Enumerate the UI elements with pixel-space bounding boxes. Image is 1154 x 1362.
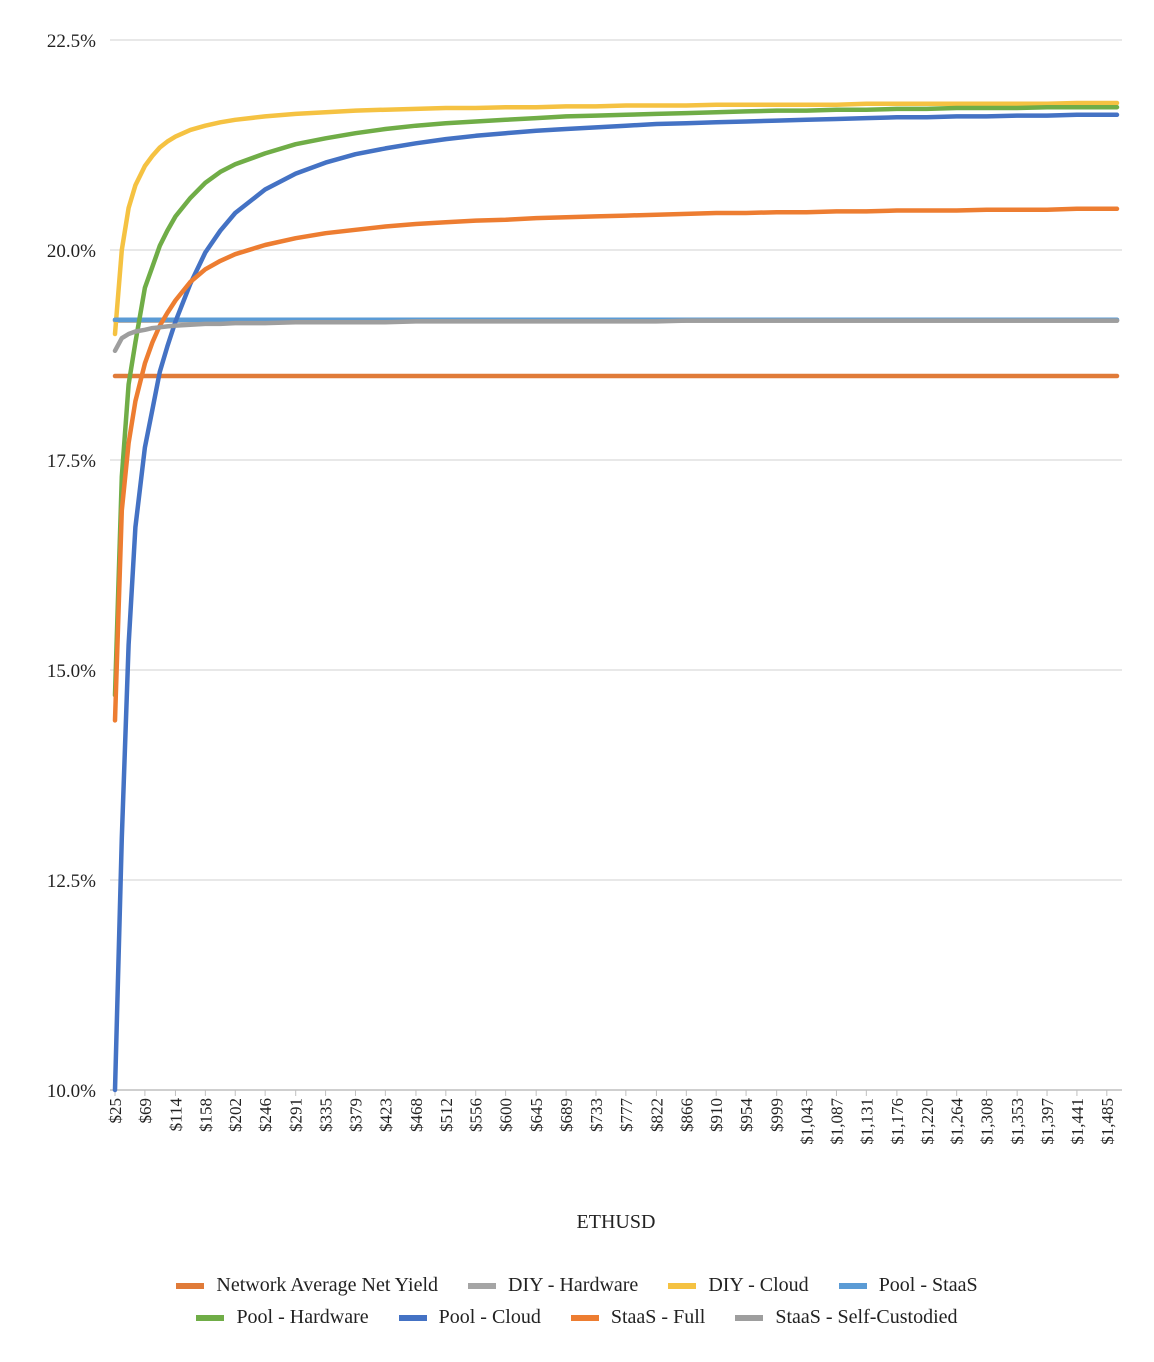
x-tick-label: $645 bbox=[527, 1098, 546, 1132]
x-tick-label: $1,353 bbox=[1008, 1098, 1027, 1145]
series-line-diy-cloud bbox=[112, 100, 1120, 337]
legend-swatch bbox=[570, 1314, 599, 1321]
legend-swatch bbox=[668, 1282, 697, 1289]
legend-label: DIY - Cloud bbox=[708, 1274, 809, 1296]
x-tick-label: $379 bbox=[346, 1098, 365, 1132]
y-axis-ticks: 10.0% 12.5% 15.0% 17.5% 20.0% 22.5% bbox=[47, 31, 96, 1102]
legend-item: StaaS - Self-Custodied bbox=[735, 1306, 958, 1329]
legend-swatch bbox=[176, 1282, 205, 1289]
x-tick-label: $202 bbox=[226, 1098, 245, 1132]
y-tick-label: 22.5% bbox=[47, 31, 96, 52]
x-tick-label: $246 bbox=[256, 1098, 275, 1132]
legend-item: Network Average Net Yield bbox=[176, 1274, 438, 1297]
legend-swatch bbox=[468, 1282, 496, 1289]
y-tick-label: 20.0% bbox=[47, 241, 96, 262]
legend-label: DIY - Hardware bbox=[508, 1274, 639, 1296]
x-axis-ticks: $25 $69 $114 $158 $202 $246 $291 $335 $379 $423 $4… bbox=[106, 1090, 1117, 1145]
x-tick-label: $1,441 bbox=[1068, 1098, 1087, 1145]
legend-item: Pool - Cloud bbox=[398, 1306, 541, 1329]
line-chart: 10.0% 12.5% 15.0% 17.5% 20.0% 22.5% $25 $69 $11… bbox=[47, 31, 1122, 1233]
legend-label: StaaS - Self-Custodied bbox=[775, 1306, 958, 1328]
x-tick-label: $468 bbox=[407, 1098, 426, 1132]
x-tick-label: $335 bbox=[317, 1098, 336, 1132]
x-tick-label: $512 bbox=[437, 1098, 456, 1132]
x-tick-label: $822 bbox=[647, 1098, 666, 1132]
legend-label: Pool - Hardware bbox=[236, 1306, 369, 1328]
y-tick-label: 10.0% bbox=[47, 1081, 96, 1102]
x-tick-label: $866 bbox=[677, 1098, 696, 1132]
x-tick-label: $1,220 bbox=[918, 1098, 937, 1145]
x-tick-label: $1,397 bbox=[1038, 1098, 1057, 1145]
series-line-pool-hardware bbox=[112, 104, 1120, 698]
legend-swatch bbox=[196, 1314, 225, 1321]
legend-swatch bbox=[735, 1314, 764, 1321]
x-tick-label: $556 bbox=[467, 1098, 486, 1132]
y-tick-label: 12.5% bbox=[47, 871, 96, 892]
legend-label: StaaS - Full bbox=[610, 1306, 706, 1328]
x-tick-label: $733 bbox=[587, 1098, 606, 1132]
x-tick-label: $600 bbox=[497, 1098, 516, 1132]
series-line-staas-self-custodied bbox=[112, 318, 1120, 354]
legend-row-2: Pool - Hardware Pool - Cloud StaaS - Full S… bbox=[0, 1306, 1154, 1329]
gridlines bbox=[110, 39, 1122, 881]
x-tick-label: $1,043 bbox=[798, 1098, 817, 1145]
y-tick-label: 15.0% bbox=[47, 661, 96, 682]
x-tick-label: $25 bbox=[106, 1098, 125, 1124]
x-tick-label: $1,308 bbox=[978, 1098, 997, 1145]
x-axis-label: ETHUSD bbox=[577, 1211, 656, 1233]
x-tick-label: $1,485 bbox=[1098, 1098, 1117, 1145]
x-tick-label: $954 bbox=[737, 1098, 756, 1133]
x-tick-label: $114 bbox=[166, 1098, 185, 1132]
x-tick-label: $1,131 bbox=[857, 1098, 876, 1145]
x-tick-label: $423 bbox=[376, 1098, 395, 1132]
x-tick-label: $291 bbox=[287, 1098, 306, 1132]
legend-item: Pool - Hardware bbox=[196, 1306, 369, 1329]
x-tick-label: $999 bbox=[768, 1098, 787, 1132]
x-tick-label: $910 bbox=[707, 1098, 726, 1132]
legend-swatch bbox=[398, 1314, 427, 1321]
legend-item: Pool - StaaS bbox=[838, 1274, 978, 1297]
x-tick-label: $69 bbox=[136, 1098, 155, 1124]
x-tick-label: $1,264 bbox=[948, 1098, 967, 1145]
x-tick-label: $689 bbox=[557, 1098, 576, 1132]
legend-label: Network Average Net Yield bbox=[216, 1274, 438, 1296]
y-tick-label: 17.5% bbox=[47, 451, 96, 472]
legend-item: DIY - Hardware bbox=[468, 1274, 638, 1297]
legend-label: Pool - Cloud bbox=[438, 1306, 541, 1328]
legend-swatch bbox=[838, 1282, 867, 1289]
x-tick-label: $1,087 bbox=[827, 1098, 846, 1145]
x-tick-label: $777 bbox=[617, 1098, 636, 1133]
legend-label: Pool - StaaS bbox=[878, 1274, 978, 1296]
legend-row-1: Network Average Net Yield DIY - Hardware D… bbox=[0, 1274, 1154, 1297]
x-tick-label: $1,176 bbox=[888, 1098, 907, 1145]
legend-item: StaaS - Full bbox=[570, 1306, 706, 1329]
series-line-staas-full bbox=[112, 206, 1120, 723]
x-tick-label: $158 bbox=[196, 1098, 215, 1132]
series-lines bbox=[112, 100, 1120, 1093]
series-line-pool-cloud bbox=[112, 112, 1120, 1093]
legend-item: DIY - Cloud bbox=[668, 1274, 809, 1297]
